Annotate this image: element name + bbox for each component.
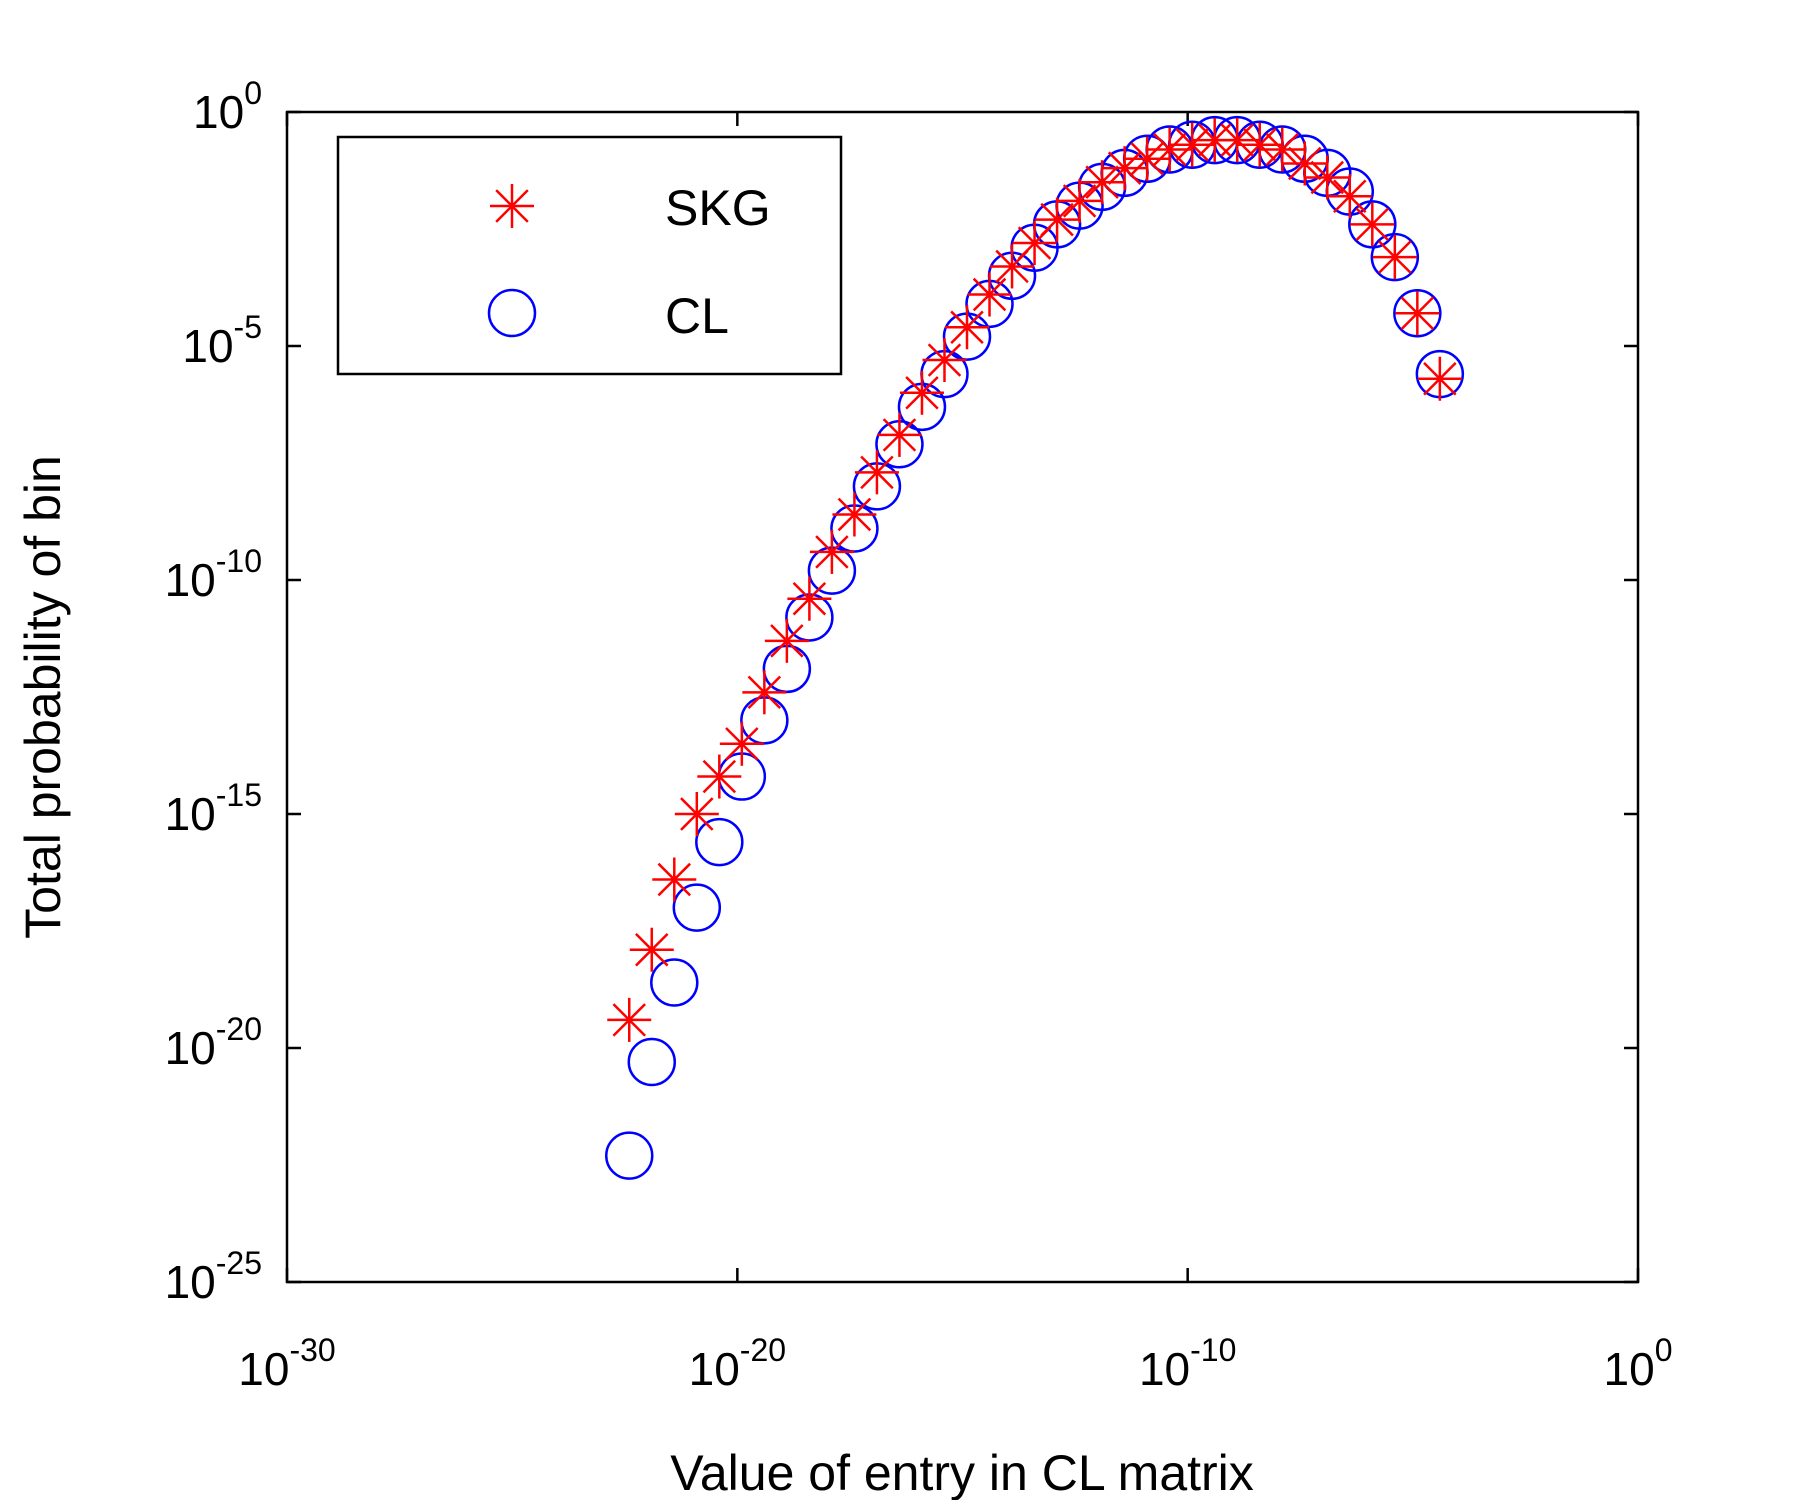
skg-point bbox=[764, 618, 809, 663]
legend-label-cl: CL bbox=[665, 288, 729, 344]
skg-point bbox=[832, 492, 877, 537]
skg-point bbox=[1057, 178, 1102, 223]
skg-point bbox=[629, 927, 674, 972]
ticks bbox=[285, 110, 1640, 1284]
skg-point bbox=[1327, 174, 1372, 219]
x-tick-label: 100 bbox=[1604, 1332, 1673, 1395]
tick-labels: 10-30 10-20 10-10 100 100 10-5 10-10 10-15 10-20… bbox=[165, 75, 1673, 1395]
y-axis-label: Total probability of bin bbox=[15, 455, 71, 939]
skg-point bbox=[1080, 160, 1125, 205]
skg-point bbox=[854, 450, 899, 495]
legend-skg-marker bbox=[490, 184, 534, 228]
cl-point bbox=[672, 883, 722, 932]
skg-point bbox=[1372, 235, 1417, 280]
cl-point bbox=[627, 1037, 677, 1087]
y-tick-label: 10-5 bbox=[182, 309, 262, 372]
legend-label-skg: SKG bbox=[665, 180, 771, 236]
legend: SKG CL bbox=[336, 135, 843, 376]
skg-point bbox=[1305, 155, 1350, 200]
skg-point bbox=[1260, 127, 1305, 172]
y-tick-label: 100 bbox=[193, 75, 262, 138]
skg-series bbox=[607, 118, 1462, 1042]
skg-point bbox=[697, 754, 742, 799]
skg-point bbox=[809, 529, 854, 574]
skg-point bbox=[674, 792, 719, 836]
x-tick-label: 10-10 bbox=[1139, 1332, 1236, 1395]
skg-point bbox=[1170, 122, 1215, 167]
skg-point bbox=[1035, 197, 1080, 242]
skg-point bbox=[742, 670, 787, 715]
y-tick-label: 10-25 bbox=[165, 1245, 262, 1308]
skg-point bbox=[1147, 127, 1192, 172]
skg-point bbox=[945, 305, 990, 350]
skg-point bbox=[719, 721, 764, 766]
cl-point bbox=[1370, 232, 1420, 282]
skg-point bbox=[899, 370, 944, 415]
skg-point bbox=[652, 857, 697, 902]
skg-point bbox=[1395, 291, 1440, 336]
legend-box bbox=[336, 135, 843, 376]
skg-point bbox=[922, 338, 967, 383]
skg-point bbox=[1417, 356, 1462, 401]
y-tick-label: 10-20 bbox=[165, 1011, 262, 1074]
cl-point bbox=[605, 1131, 654, 1180]
x-axis-label: Value of entry in CL matrix bbox=[670, 1445, 1254, 1500]
skg-point bbox=[1215, 118, 1260, 163]
cl-point bbox=[1393, 288, 1442, 338]
y-tick-label: 10-15 bbox=[165, 777, 262, 840]
x-tick-label: 10-30 bbox=[238, 1332, 335, 1395]
x-tick-label: 10-20 bbox=[689, 1332, 786, 1395]
skg-point bbox=[607, 997, 652, 1042]
cl-point bbox=[695, 817, 744, 867]
skg-point bbox=[1350, 202, 1395, 247]
skg-point bbox=[1237, 122, 1282, 167]
cl-point bbox=[1348, 200, 1397, 249]
legend-cl-marker bbox=[487, 288, 537, 338]
legend-cl-circle bbox=[487, 288, 537, 338]
skg-point bbox=[877, 412, 922, 457]
legend-skg-asterisk bbox=[490, 184, 534, 228]
cl-point bbox=[650, 958, 699, 1007]
skg-point bbox=[1282, 141, 1327, 186]
y-tick-label: 10-10 bbox=[165, 543, 262, 606]
skg-point bbox=[787, 576, 832, 621]
skg-point bbox=[967, 272, 1012, 317]
skg-point bbox=[990, 244, 1035, 289]
